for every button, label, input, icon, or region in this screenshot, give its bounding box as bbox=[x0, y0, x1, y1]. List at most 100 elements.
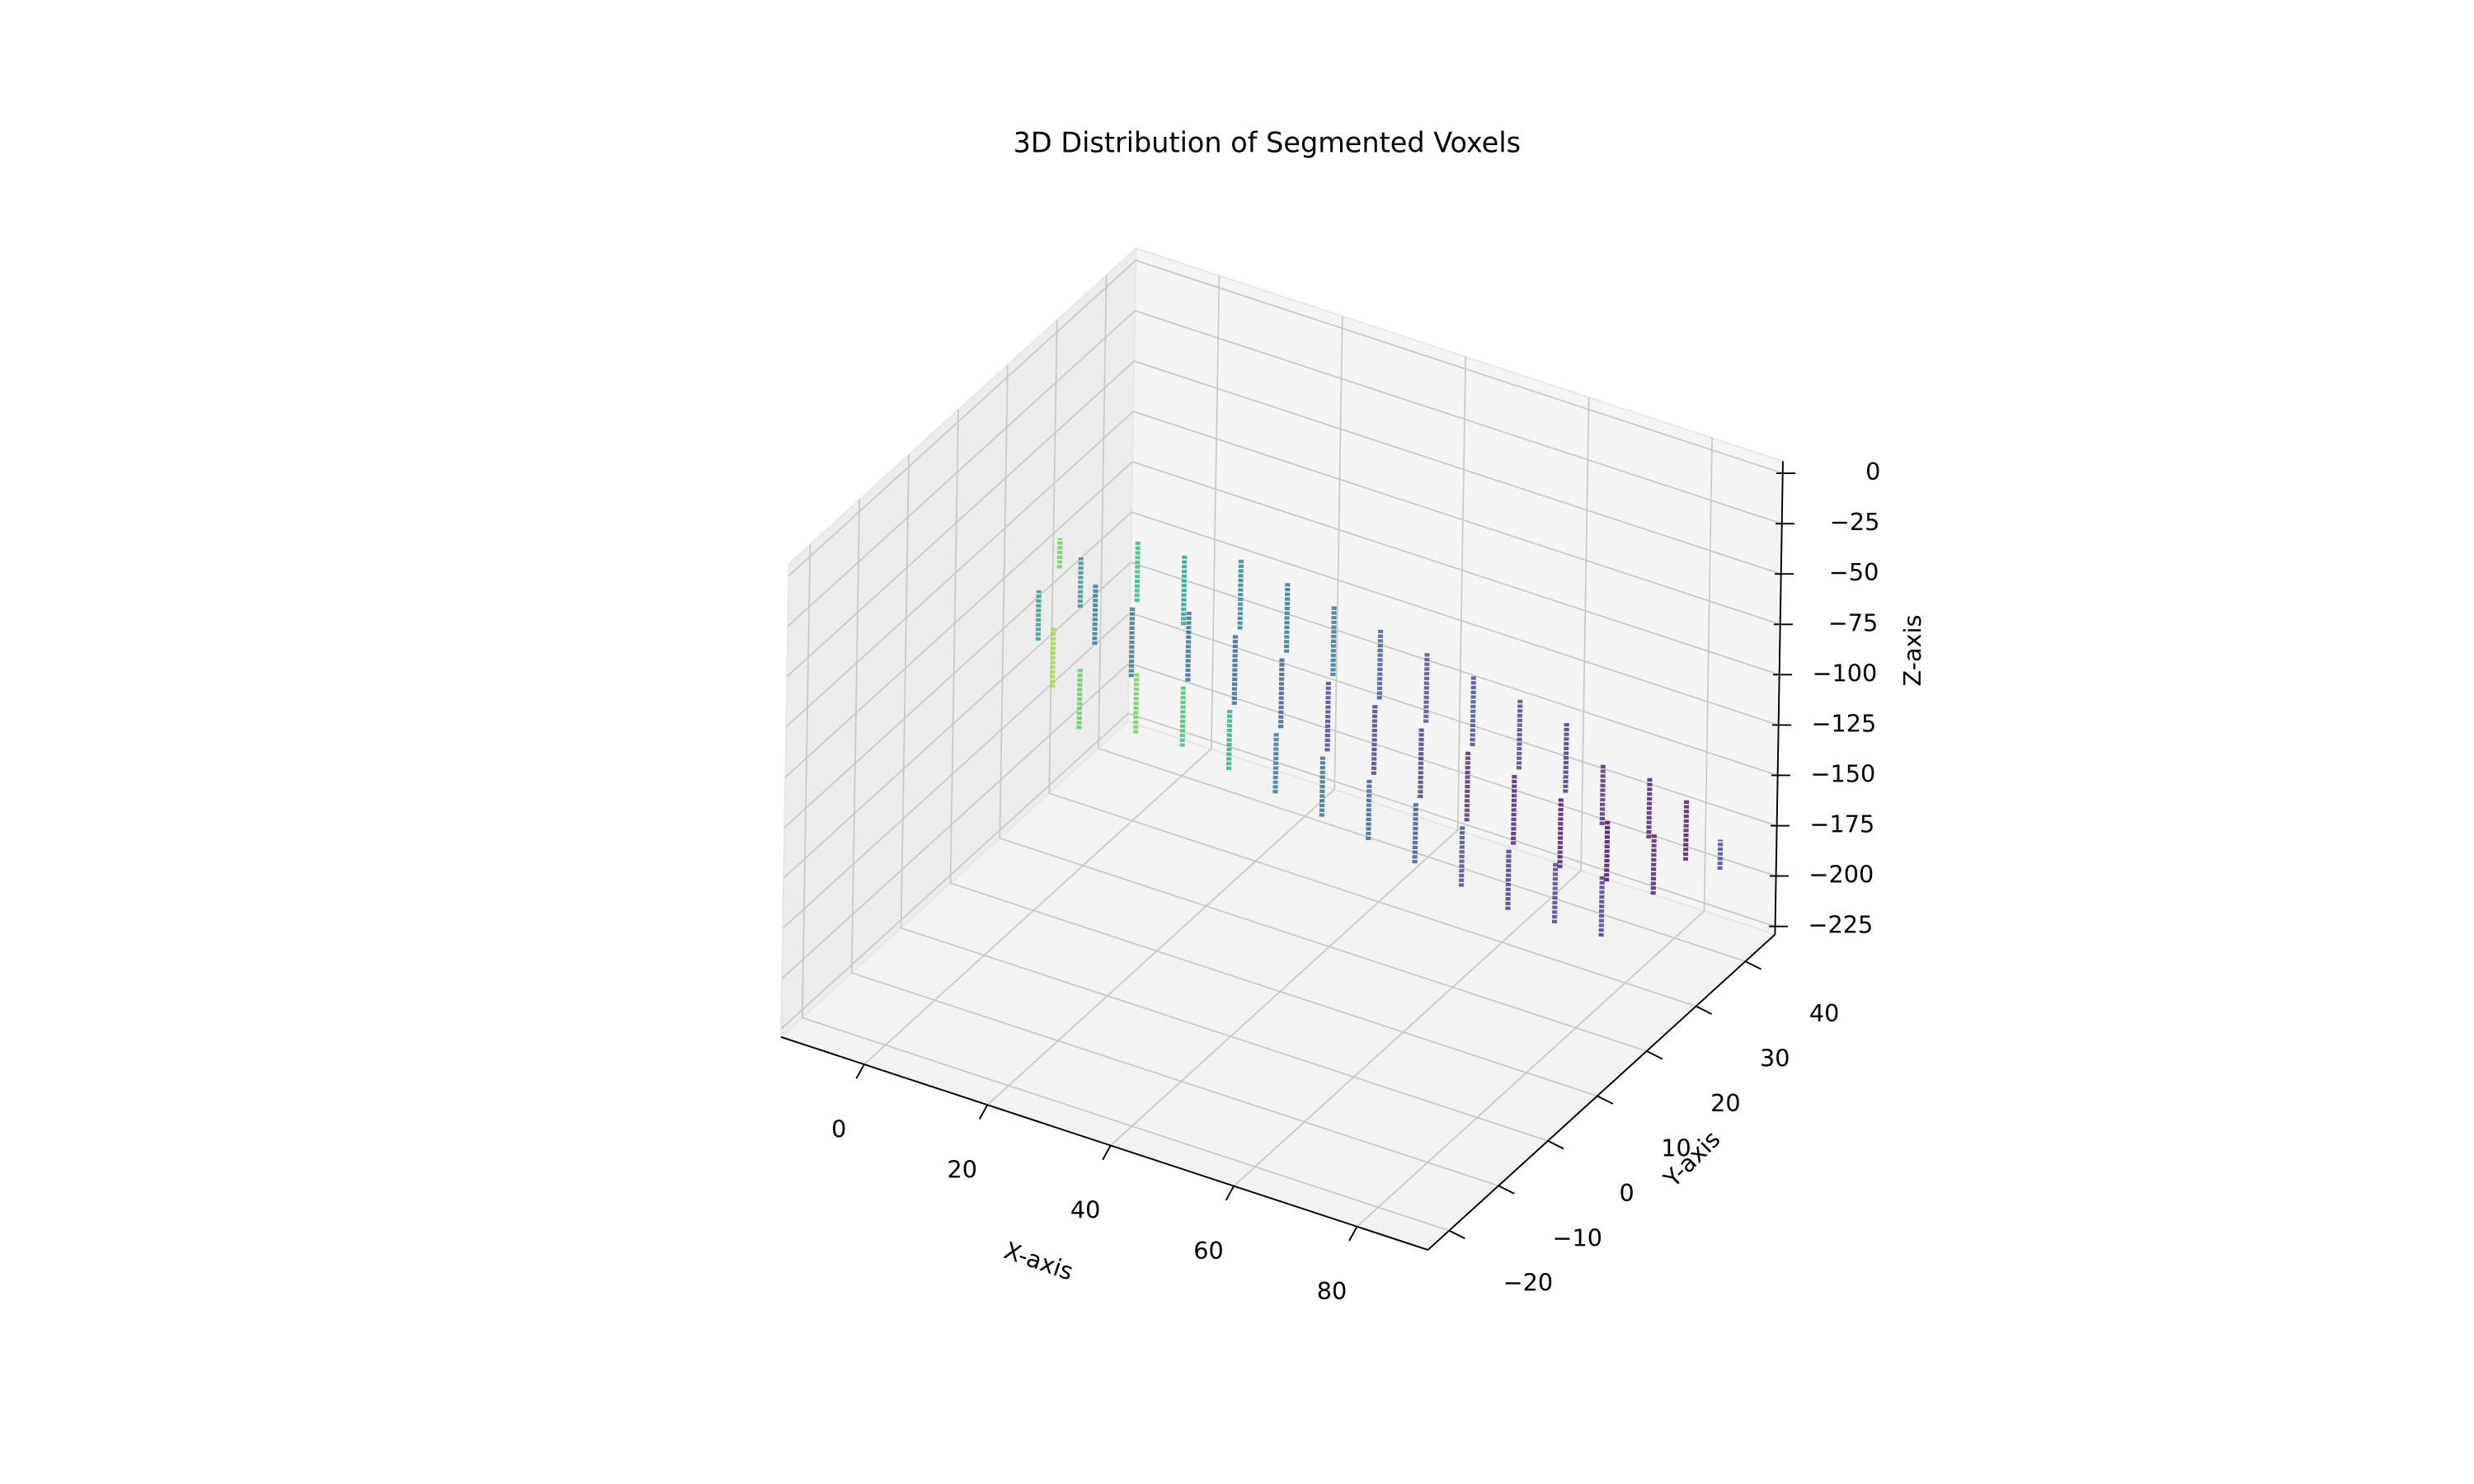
grid-line bbox=[781, 662, 1130, 979]
voxel-column bbox=[1510, 774, 1517, 845]
voxel-column bbox=[1371, 704, 1378, 775]
grid-line bbox=[1098, 747, 1746, 962]
z-axis-label: Z-axis bbox=[1898, 615, 1926, 687]
z-tick-label: 0 bbox=[1865, 458, 1880, 486]
grid-line bbox=[1127, 712, 1776, 928]
grid-line bbox=[783, 511, 1132, 829]
y-tick bbox=[1646, 1050, 1663, 1060]
grid-line bbox=[1131, 461, 1780, 676]
grid-line bbox=[782, 612, 1131, 929]
z-tick-label: −175 bbox=[1809, 810, 1874, 838]
grid-line bbox=[1131, 511, 1779, 726]
voxel-column bbox=[1557, 797, 1564, 869]
z-tick-label: −125 bbox=[1811, 709, 1876, 737]
x-tick bbox=[978, 1104, 989, 1120]
grid-line bbox=[801, 544, 811, 1018]
voxel-column bbox=[1319, 756, 1326, 817]
voxel-column bbox=[1077, 556, 1084, 608]
grid-line bbox=[1134, 360, 1781, 575]
voxel-column bbox=[1717, 839, 1724, 871]
y-tick-label: −10 bbox=[1553, 1223, 1603, 1252]
y-tick-label: 30 bbox=[1760, 1045, 1790, 1073]
z-tick-label: −75 bbox=[1828, 608, 1879, 636]
x-tick-label: 60 bbox=[1193, 1237, 1224, 1265]
x-tick-label: 0 bbox=[831, 1115, 846, 1143]
y-tick bbox=[1498, 1185, 1515, 1195]
voxel-column bbox=[1278, 657, 1285, 729]
voxel-column bbox=[1056, 538, 1063, 569]
grid-line bbox=[1135, 310, 1782, 524]
grid bbox=[780, 259, 1784, 1232]
voxel-column bbox=[1418, 727, 1424, 799]
voxel-column bbox=[1423, 652, 1430, 723]
grid-line bbox=[850, 499, 861, 973]
grid-line bbox=[1333, 316, 1343, 790]
voxels bbox=[1035, 538, 1724, 937]
voxel-column bbox=[1035, 589, 1042, 641]
grid-line bbox=[786, 360, 1135, 678]
voxel-column bbox=[1272, 732, 1279, 794]
grid-line bbox=[1048, 792, 1696, 1007]
chart-title: 3D Distribution of Segmented Voxels bbox=[1014, 126, 1521, 158]
voxel-column bbox=[1134, 541, 1141, 603]
voxel-column bbox=[1366, 779, 1372, 840]
voxel-column bbox=[1092, 584, 1098, 646]
y-tick bbox=[1547, 1139, 1564, 1150]
grid-line bbox=[1357, 910, 1705, 1228]
voxel-column bbox=[1599, 764, 1606, 825]
y-tick bbox=[1745, 960, 1762, 970]
voxel-column bbox=[1283, 582, 1291, 653]
voxel-column bbox=[1650, 834, 1657, 895]
grid-line bbox=[1048, 320, 1058, 794]
grid-line bbox=[1110, 829, 1459, 1147]
voxel-column bbox=[1464, 750, 1471, 822]
z-tick-label: −200 bbox=[1808, 861, 1874, 889]
grid-line bbox=[1580, 397, 1590, 871]
y-tick-label: −20 bbox=[1503, 1269, 1554, 1297]
x-tick bbox=[1102, 1144, 1112, 1161]
grid-line bbox=[785, 411, 1134, 728]
voxel-column bbox=[1237, 558, 1244, 630]
axes bbox=[780, 461, 1796, 1251]
x-tick-label: 20 bbox=[947, 1156, 977, 1184]
grid-line bbox=[787, 310, 1136, 627]
grid-line bbox=[780, 712, 1129, 1030]
grid-line bbox=[1098, 275, 1108, 749]
grid-line bbox=[949, 410, 959, 884]
grid-line bbox=[783, 561, 1131, 879]
grid-line bbox=[900, 454, 910, 928]
voxel-column bbox=[1225, 709, 1233, 771]
y-tick-label: 10 bbox=[1661, 1134, 1691, 1162]
y-axis-line bbox=[1427, 933, 1776, 1251]
y-tick bbox=[1448, 1229, 1465, 1240]
y-tick-label: 20 bbox=[1710, 1089, 1741, 1117]
grid-line bbox=[1136, 259, 1784, 474]
x-tick bbox=[1348, 1226, 1358, 1242]
voxel-column bbox=[1551, 862, 1559, 923]
voxel-column bbox=[1412, 802, 1418, 864]
grid-line bbox=[863, 748, 1212, 1065]
voxel-column bbox=[1563, 722, 1569, 793]
z-tick-label: −25 bbox=[1830, 508, 1880, 536]
grid-line bbox=[950, 882, 1598, 1097]
y-tick-label: 0 bbox=[1620, 1179, 1634, 1207]
voxel-column bbox=[1324, 680, 1331, 752]
grid-line bbox=[999, 837, 1648, 1052]
z-tick-label: −100 bbox=[1813, 659, 1878, 687]
grid-line bbox=[1456, 356, 1467, 830]
grid-line bbox=[1129, 612, 1777, 827]
x-tick-label: 80 bbox=[1317, 1277, 1348, 1305]
voxel-column bbox=[1603, 820, 1611, 882]
z-axis-line bbox=[1774, 461, 1784, 935]
voxel-column bbox=[1049, 627, 1056, 688]
z-tick-label: −225 bbox=[1808, 911, 1873, 939]
grid-line bbox=[1233, 870, 1582, 1187]
grid-line bbox=[1703, 438, 1713, 912]
voxel-column bbox=[1505, 849, 1512, 910]
z-tick-label: −150 bbox=[1810, 759, 1875, 787]
x-axis-line bbox=[780, 1036, 1428, 1251]
voxel-column bbox=[1180, 554, 1188, 626]
grid-line bbox=[1128, 662, 1776, 877]
